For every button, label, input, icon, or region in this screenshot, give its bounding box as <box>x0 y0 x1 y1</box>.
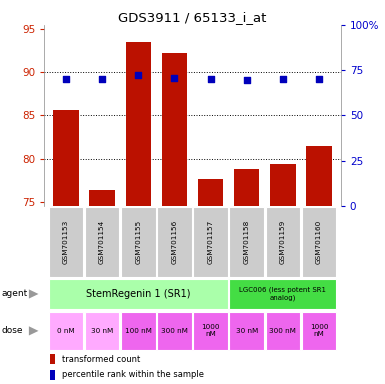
Text: GSM701158: GSM701158 <box>244 220 250 264</box>
Bar <box>49 279 228 310</box>
Text: 100 nM: 100 nM <box>125 328 152 334</box>
Text: GSM701153: GSM701153 <box>63 220 69 264</box>
Point <box>171 75 177 81</box>
Bar <box>121 207 156 276</box>
Text: GSM701160: GSM701160 <box>316 220 322 264</box>
Title: GDS3911 / 65133_i_at: GDS3911 / 65133_i_at <box>118 11 267 24</box>
Bar <box>198 179 223 206</box>
Bar <box>193 207 228 276</box>
Bar <box>229 279 336 310</box>
Text: StemRegenin 1 (SR1): StemRegenin 1 (SR1) <box>86 289 191 299</box>
Point <box>316 76 322 82</box>
Point <box>99 76 105 82</box>
Bar <box>270 164 296 206</box>
Text: 30 nM: 30 nM <box>91 328 113 334</box>
Bar <box>229 207 264 276</box>
Bar <box>306 146 332 206</box>
Bar <box>121 312 156 349</box>
Text: GSM701157: GSM701157 <box>208 220 214 264</box>
Point <box>135 72 141 78</box>
Text: GSM701156: GSM701156 <box>171 220 177 264</box>
Bar <box>49 312 83 349</box>
Bar <box>89 190 115 206</box>
Bar <box>229 312 264 349</box>
Text: GSM701154: GSM701154 <box>99 220 105 264</box>
Text: GSM701159: GSM701159 <box>280 220 286 264</box>
Bar <box>50 354 55 364</box>
Bar <box>193 312 228 349</box>
Bar <box>157 207 192 276</box>
Bar <box>162 53 187 206</box>
Text: 1000
nM: 1000 nM <box>310 324 328 338</box>
Bar <box>266 207 300 276</box>
Bar <box>85 312 119 349</box>
Text: transformed count: transformed count <box>62 355 140 364</box>
Text: 1000
nM: 1000 nM <box>201 324 220 338</box>
Point <box>63 76 69 82</box>
Bar <box>234 169 259 206</box>
Text: 30 nM: 30 nM <box>236 328 258 334</box>
Text: GSM701155: GSM701155 <box>135 220 141 264</box>
Point <box>208 76 214 82</box>
Bar <box>302 312 336 349</box>
Text: 300 nM: 300 nM <box>270 328 296 334</box>
Bar <box>49 207 83 276</box>
Bar <box>53 110 79 206</box>
Text: LGC006 (less potent SR1
analog): LGC006 (less potent SR1 analog) <box>239 287 326 301</box>
Text: percentile rank within the sample: percentile rank within the sample <box>62 371 204 379</box>
Bar <box>126 42 151 206</box>
Bar <box>50 370 55 380</box>
Text: dose: dose <box>1 326 23 335</box>
Text: 300 nM: 300 nM <box>161 328 188 334</box>
Bar <box>85 207 119 276</box>
Text: 0 nM: 0 nM <box>57 328 75 334</box>
Bar <box>157 312 192 349</box>
Bar <box>266 312 300 349</box>
Text: agent: agent <box>1 290 27 298</box>
Point <box>280 76 286 82</box>
Point <box>244 76 250 83</box>
Bar <box>302 207 336 276</box>
